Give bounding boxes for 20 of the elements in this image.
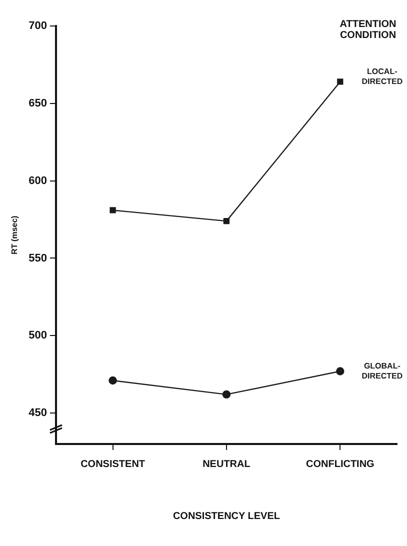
y-tick-label: 700 (28, 20, 47, 32)
point (222, 390, 231, 399)
text: GLOBAL-DIRECTED (362, 361, 403, 380)
point (108, 376, 117, 385)
point (110, 207, 116, 214)
y-axis-title: RT (msec) (10, 215, 20, 254)
text: LOCAL-DIRECTED (362, 66, 403, 86)
y-tick-label: 500 (28, 330, 47, 342)
point (337, 78, 344, 85)
x-tick-label: NEUTRAL (202, 458, 250, 470)
x-axis-title: CONSISTENCY LEVEL (172, 510, 280, 522)
point (336, 367, 344, 376)
x-tick-label: CONFLICTING (306, 458, 375, 470)
y-tick-label: 450 (28, 407, 47, 420)
y-tick-label: 550 (28, 252, 47, 264)
x-tick-label: CONSISTENT (80, 458, 146, 470)
y-tick-label: 650 (28, 97, 47, 110)
y-tick-label: 600 (28, 174, 47, 187)
point (223, 218, 230, 224)
legend-title: ATTENTION CONDITION (340, 18, 396, 41)
